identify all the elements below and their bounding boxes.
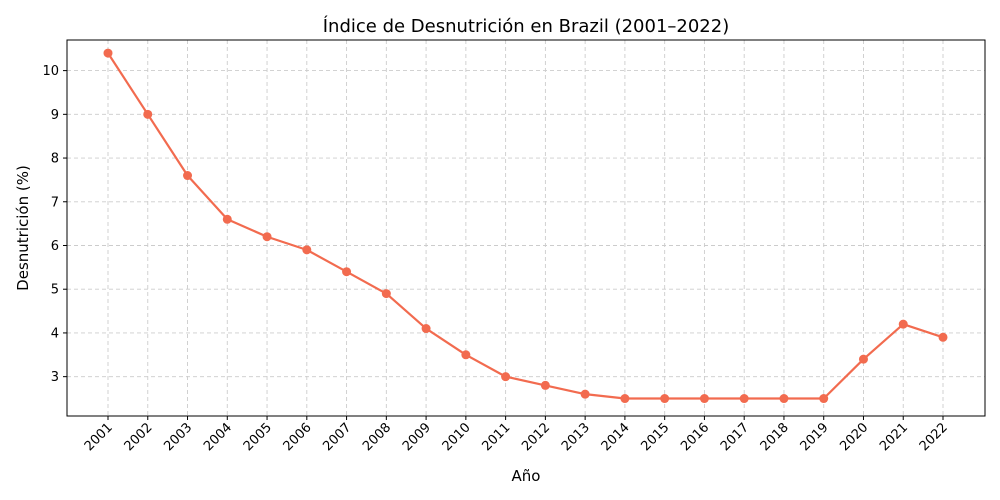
x-tick-label: 2018 [758, 420, 792, 454]
data-point [342, 267, 352, 277]
y-tick-label: 3 [51, 370, 59, 385]
x-tick-label: 2015 [638, 420, 672, 454]
data-point [381, 289, 391, 299]
x-tick-label: 2014 [599, 420, 633, 454]
x-tick-label: 2009 [400, 420, 434, 454]
y-tick-label: 6 [51, 239, 59, 254]
plot-area-frame [66, 39, 986, 417]
y-tick-label: 7 [51, 195, 59, 210]
y-tick-label: 8 [51, 152, 59, 167]
data-point [660, 394, 670, 404]
x-axis-ticks: 2001 2002 2003 2004 2005 2006 2007 2008 2009 2010… [82, 416, 951, 454]
y-tick-label: 5 [51, 283, 59, 298]
x-tick-label: 2022 [917, 420, 951, 454]
y-axis-label: Desnutrición (%) [14, 165, 32, 291]
y-tick-label: 4 [51, 326, 59, 341]
x-tick-label: 2004 [201, 420, 235, 454]
data-point [501, 372, 511, 382]
series-layer [103, 48, 948, 404]
data-point [222, 214, 232, 224]
data-point [779, 394, 789, 404]
x-tick-label: 2008 [360, 420, 394, 454]
data-point [898, 319, 908, 329]
x-tick-label: 2016 [678, 420, 712, 454]
data-point [540, 380, 550, 390]
data-point [103, 48, 113, 58]
x-axis-label: Año [512, 467, 541, 485]
data-point [302, 245, 312, 255]
data-point [183, 171, 193, 181]
chart-title: Índice de Desnutrición en Brazil (2001–2… [323, 15, 730, 37]
data-point [580, 389, 590, 399]
data-point [739, 394, 749, 404]
data-point [421, 324, 431, 334]
series-line [107, 52, 944, 400]
data-point [699, 394, 709, 404]
x-tick-label: 2013 [559, 420, 593, 454]
x-tick-label: 2003 [161, 420, 195, 454]
grid [67, 40, 985, 416]
x-tick-label: 2010 [440, 420, 474, 454]
x-tick-label: 2017 [718, 420, 752, 454]
y-axis-ticks: 3 4 5 6 7 8 9 10 [42, 64, 67, 385]
data-point [938, 332, 948, 342]
y-tick-label: 9 [51, 108, 59, 123]
data-point [819, 394, 829, 404]
x-tick-label: 2001 [82, 420, 116, 454]
x-tick-label: 2007 [320, 420, 354, 454]
x-tick-label: 2011 [479, 420, 513, 454]
data-point [858, 354, 868, 364]
data-point [143, 109, 153, 119]
x-tick-label: 2005 [241, 420, 275, 454]
x-tick-label: 2012 [519, 420, 553, 454]
data-point [461, 350, 471, 360]
data-point [620, 394, 630, 404]
x-tick-label: 2021 [877, 420, 911, 454]
x-tick-label: 2019 [798, 420, 832, 454]
data-point [262, 232, 272, 242]
x-tick-label: 2006 [281, 420, 315, 454]
x-tick-label: 2002 [122, 420, 156, 454]
y-tick-label: 10 [42, 64, 59, 79]
x-tick-label: 2020 [837, 420, 871, 454]
